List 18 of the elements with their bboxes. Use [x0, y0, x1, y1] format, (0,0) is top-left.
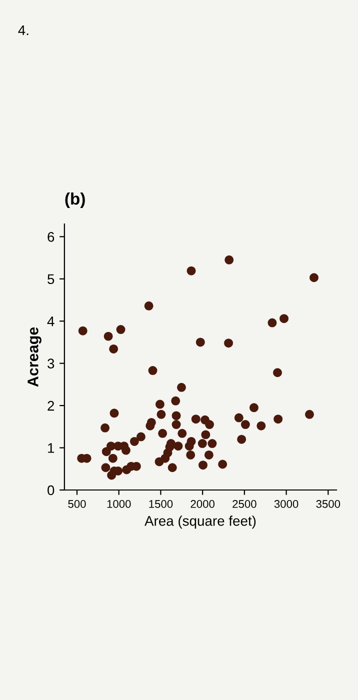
x-tick-label: 3500	[316, 500, 340, 508]
x-tick-label: 1000	[107, 500, 131, 508]
x-tick-label: 500	[68, 500, 86, 508]
chart-title: (b)	[65, 192, 85, 208]
y-tick-label: 3	[48, 358, 54, 369]
y-tick-label: 5	[48, 274, 54, 284]
x-tick-label: 1500	[149, 500, 173, 508]
y-tick-label: 1	[48, 443, 54, 453]
y-axis-title: Acreage	[28, 327, 42, 387]
y-tick-label: 0	[48, 485, 54, 496]
x-tick-label: 2000	[190, 500, 214, 508]
x-tick-label: 3000	[274, 500, 298, 508]
text: 4.	[18, 25, 28, 35]
y-tick-label: 6	[48, 232, 54, 242]
x-axis-title: Area (square feet)	[144, 516, 256, 529]
x-tick-label: 2500	[232, 500, 256, 508]
y-tick-label: 2	[48, 400, 54, 411]
y-tick-label: 4	[47, 316, 54, 326]
